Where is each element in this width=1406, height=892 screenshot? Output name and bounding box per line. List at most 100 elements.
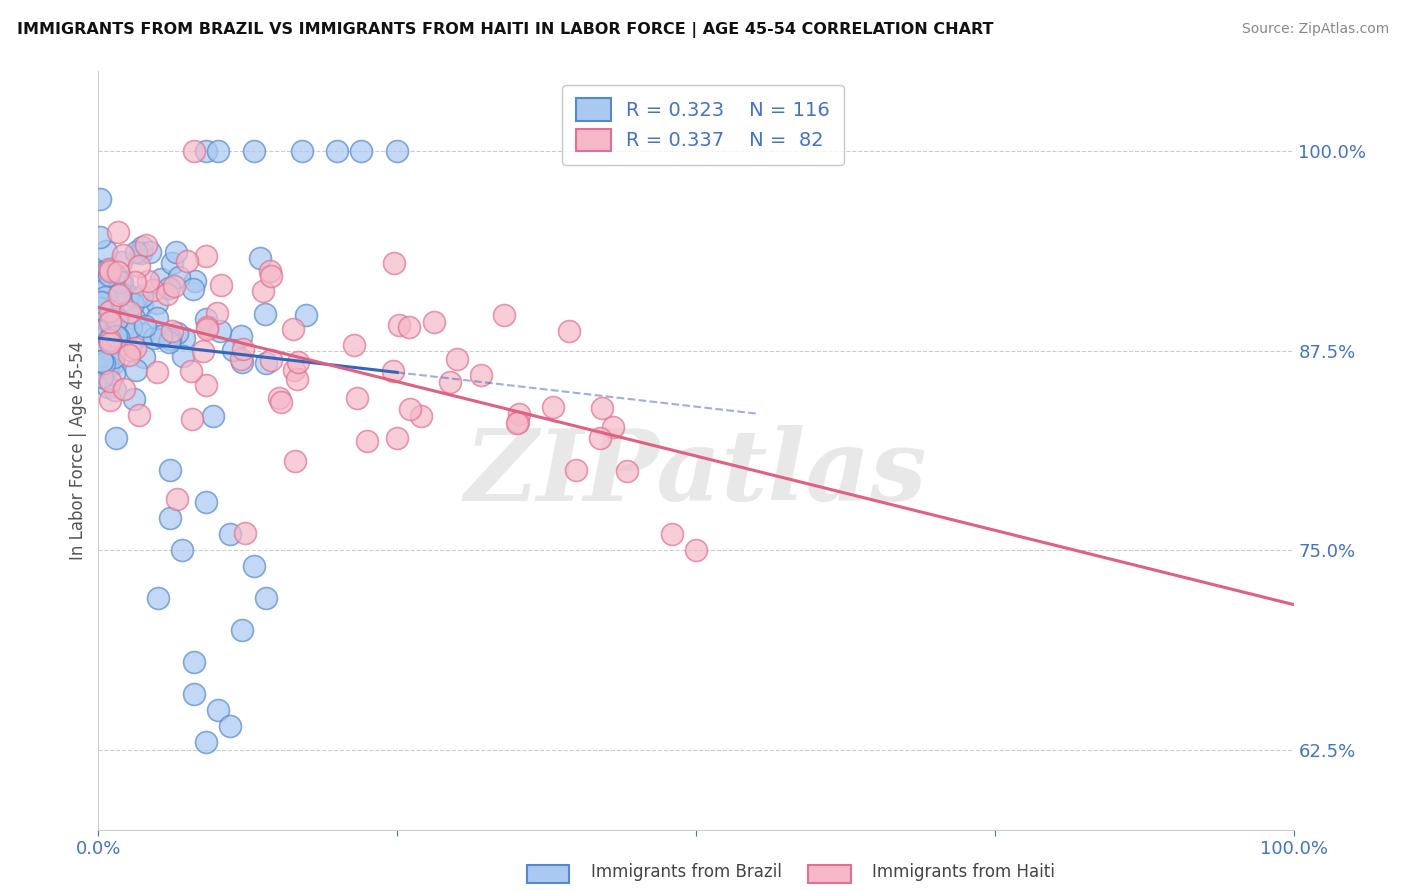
Point bbox=[122, 392, 145, 406]
Point bbox=[105, 329, 128, 343]
Point bbox=[195, 495, 218, 509]
Point bbox=[90, 324, 112, 338]
Point bbox=[219, 527, 242, 541]
Point bbox=[107, 330, 129, 344]
Point bbox=[183, 282, 205, 296]
Point bbox=[229, 329, 252, 343]
Point bbox=[108, 287, 131, 301]
Point bbox=[221, 343, 243, 358]
Point bbox=[101, 357, 124, 371]
Point bbox=[159, 511, 181, 525]
Point bbox=[159, 463, 181, 477]
Point bbox=[163, 279, 186, 293]
Point bbox=[115, 326, 138, 340]
Point bbox=[195, 320, 218, 334]
Point bbox=[103, 367, 125, 381]
Point bbox=[146, 365, 169, 379]
Point bbox=[356, 434, 378, 449]
Point bbox=[91, 370, 114, 384]
Point bbox=[91, 295, 114, 310]
Point bbox=[94, 276, 117, 290]
Point bbox=[183, 274, 205, 288]
Point bbox=[259, 264, 281, 278]
Point bbox=[117, 287, 139, 301]
Point bbox=[284, 454, 307, 468]
Point bbox=[281, 322, 304, 336]
Point bbox=[118, 348, 141, 362]
Point bbox=[446, 351, 468, 366]
Point bbox=[508, 407, 530, 421]
Point bbox=[173, 331, 195, 345]
Point bbox=[166, 491, 188, 506]
Point bbox=[104, 384, 127, 398]
Point bbox=[254, 356, 277, 370]
Point bbox=[172, 349, 194, 363]
Point bbox=[96, 315, 118, 329]
Text: ZIPatlas: ZIPatlas bbox=[465, 425, 927, 522]
Point bbox=[98, 315, 121, 329]
Point bbox=[104, 432, 127, 446]
Point bbox=[94, 244, 117, 259]
Point bbox=[98, 261, 122, 276]
Legend: R = 0.323    N = 116, R = 0.337    N =  82: R = 0.323 N = 116, R = 0.337 N = 82 bbox=[562, 85, 844, 165]
Point bbox=[346, 391, 368, 405]
Point bbox=[207, 144, 229, 158]
Point bbox=[146, 311, 169, 326]
Point bbox=[191, 343, 214, 358]
Point bbox=[254, 591, 277, 606]
Text: IMMIGRANTS FROM BRAZIL VS IMMIGRANTS FROM HAITI IN LABOR FORCE | AGE 45-54 CORRE: IMMIGRANTS FROM BRAZIL VS IMMIGRANTS FRO… bbox=[17, 22, 994, 38]
Point bbox=[388, 318, 411, 332]
Point bbox=[180, 412, 202, 426]
Point bbox=[97, 380, 120, 394]
Point bbox=[128, 408, 150, 422]
Text: Immigrants from Brazil: Immigrants from Brazil bbox=[591, 863, 782, 881]
Point bbox=[149, 329, 172, 343]
Point bbox=[120, 304, 142, 318]
Point bbox=[160, 256, 183, 270]
Y-axis label: In Labor Force | Age 45-54: In Labor Force | Age 45-54 bbox=[69, 341, 87, 560]
Point bbox=[98, 304, 122, 318]
Point bbox=[131, 297, 153, 311]
Point bbox=[229, 351, 252, 366]
Point bbox=[287, 372, 309, 386]
Point bbox=[107, 265, 129, 279]
Point bbox=[122, 296, 145, 310]
Point bbox=[105, 312, 128, 326]
Point bbox=[591, 401, 613, 416]
Point bbox=[90, 303, 112, 318]
Point bbox=[118, 343, 141, 357]
Point bbox=[91, 339, 114, 353]
Point bbox=[131, 289, 153, 303]
Point bbox=[98, 392, 122, 407]
Point bbox=[326, 144, 349, 158]
Point bbox=[148, 591, 170, 606]
Point bbox=[135, 238, 157, 252]
Point bbox=[125, 245, 148, 260]
Point bbox=[508, 415, 530, 429]
Point bbox=[291, 144, 314, 158]
Point bbox=[616, 464, 638, 478]
Point bbox=[506, 416, 529, 430]
Point bbox=[249, 251, 271, 265]
Point bbox=[589, 432, 612, 446]
Point bbox=[136, 274, 159, 288]
Point bbox=[195, 311, 218, 326]
Point bbox=[98, 333, 122, 347]
Point bbox=[104, 268, 127, 283]
Point bbox=[172, 543, 194, 558]
Point bbox=[103, 350, 125, 364]
Point bbox=[381, 364, 404, 378]
Point bbox=[283, 363, 305, 377]
Point bbox=[108, 286, 131, 301]
Point bbox=[90, 265, 112, 279]
Point bbox=[233, 525, 256, 540]
Point bbox=[97, 332, 120, 346]
Point bbox=[93, 355, 115, 369]
Point bbox=[202, 409, 225, 423]
Point bbox=[254, 307, 277, 321]
Point bbox=[128, 259, 150, 273]
Point bbox=[494, 308, 516, 322]
Point bbox=[294, 308, 316, 322]
Point bbox=[91, 354, 114, 368]
Point bbox=[89, 301, 111, 316]
